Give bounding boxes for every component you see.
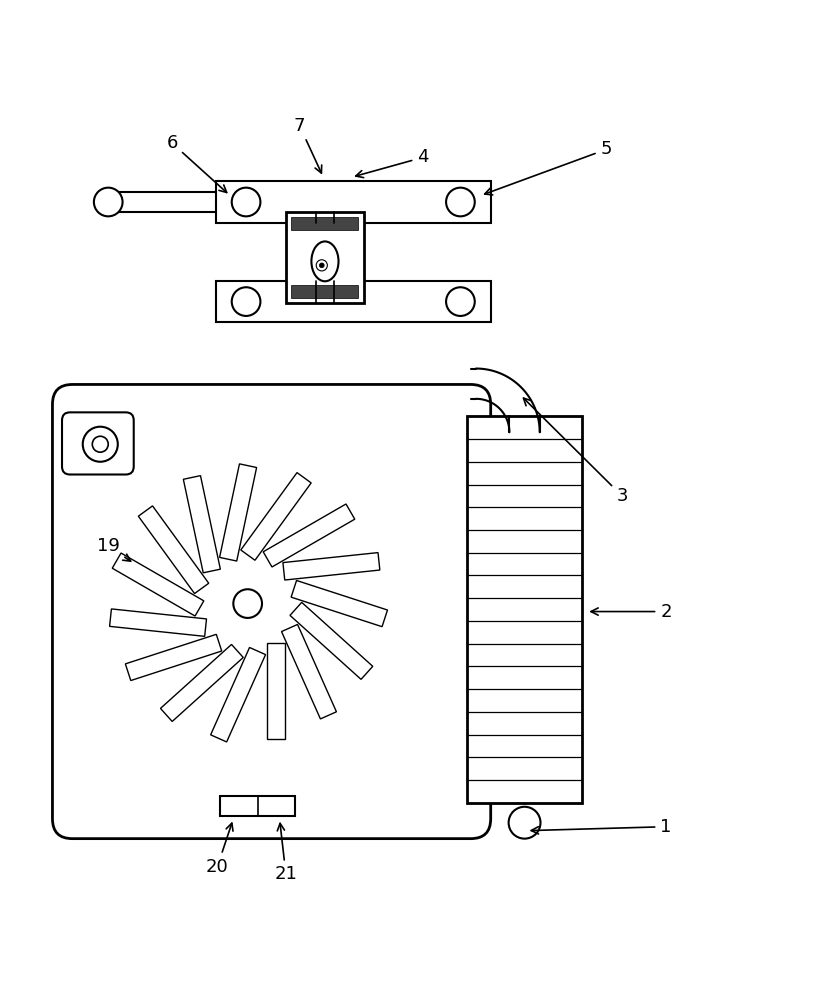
Text: 7: 7 <box>294 117 322 173</box>
Text: 3: 3 <box>524 398 628 505</box>
Polygon shape <box>291 580 388 627</box>
Text: 21: 21 <box>275 823 297 883</box>
Circle shape <box>83 427 118 462</box>
Circle shape <box>320 263 325 268</box>
Polygon shape <box>267 643 285 739</box>
Circle shape <box>446 287 475 316</box>
Polygon shape <box>139 506 208 594</box>
Polygon shape <box>125 634 222 681</box>
Bar <box>216 281 491 322</box>
Polygon shape <box>110 609 207 636</box>
Circle shape <box>232 287 261 316</box>
Text: 1: 1 <box>531 818 671 836</box>
Text: 19: 19 <box>97 537 130 561</box>
Polygon shape <box>281 624 336 719</box>
Circle shape <box>232 188 261 216</box>
Text: 2: 2 <box>591 603 671 621</box>
Polygon shape <box>290 602 373 679</box>
Polygon shape <box>283 553 380 580</box>
Polygon shape <box>112 553 204 616</box>
Circle shape <box>316 260 327 271</box>
Ellipse shape <box>311 241 339 281</box>
Polygon shape <box>183 476 221 573</box>
Text: 5: 5 <box>485 140 612 195</box>
Bar <box>286 212 364 303</box>
Bar <box>291 285 359 298</box>
Circle shape <box>233 589 262 618</box>
Polygon shape <box>263 504 354 567</box>
Text: 6: 6 <box>166 134 227 193</box>
FancyBboxPatch shape <box>62 412 134 475</box>
Bar <box>216 181 491 223</box>
Polygon shape <box>160 644 243 721</box>
Circle shape <box>94 188 123 216</box>
Polygon shape <box>241 473 311 560</box>
Circle shape <box>509 807 540 839</box>
Bar <box>220 796 295 816</box>
Polygon shape <box>220 464 256 561</box>
Circle shape <box>446 188 475 216</box>
Polygon shape <box>211 647 266 742</box>
Bar <box>466 416 583 803</box>
Bar <box>291 217 359 230</box>
FancyBboxPatch shape <box>52 384 491 839</box>
Text: 4: 4 <box>356 148 429 178</box>
Text: 20: 20 <box>206 823 233 876</box>
Circle shape <box>92 436 108 452</box>
